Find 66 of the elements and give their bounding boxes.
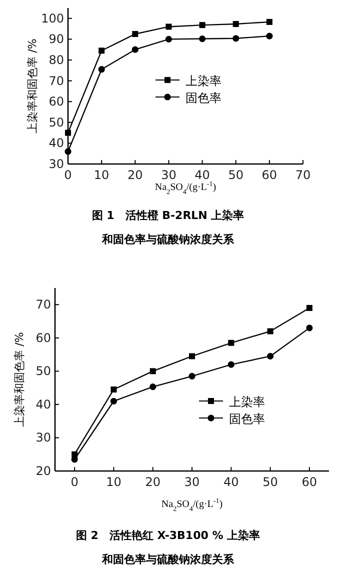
x-tick-label: 0 [70, 475, 78, 489]
text: 图 2 活性艳红 X-3B100 % 上染率和固色率与硫酸钠浓度关系 [76, 529, 260, 566]
point [266, 32, 273, 40]
legend-label: 上染率 [186, 74, 222, 88]
point [165, 36, 172, 42]
point [198, 35, 206, 42]
point [266, 18, 272, 25]
x-tick-label: 10 [94, 168, 110, 182]
point [232, 21, 239, 28]
point [306, 324, 313, 332]
y-tick-label: 30 [48, 157, 64, 171]
x-tick-label: 70 [295, 168, 311, 182]
y-tick-label: 40 [36, 397, 51, 412]
point [98, 48, 105, 54]
point [110, 398, 118, 404]
text: 图 1 活性橙 B-2RLN 上染率和固色率与硫酸钠浓度关系 [92, 209, 244, 246]
y-tick-label: 80 [48, 53, 64, 67]
point [110, 386, 117, 392]
point [267, 328, 274, 334]
y-tick-label: 70 [36, 298, 51, 312]
point [188, 372, 196, 380]
x-tick-label: 20 [145, 475, 160, 489]
point [98, 66, 105, 73]
y-tick-label: 100 [41, 11, 64, 26]
point [71, 456, 78, 463]
point [132, 31, 138, 37]
y-axis-title: 上染率和固色率 /% [13, 332, 26, 427]
point [189, 353, 195, 360]
x-tick-label: 50 [262, 475, 278, 489]
legend-label: 上染率 [229, 395, 265, 409]
legend-label: 固色率 [229, 412, 265, 426]
y-tick-label: 50 [48, 115, 64, 130]
y-tick-label: 50 [36, 364, 51, 378]
y-tick-label: 30 [36, 430, 51, 445]
x-tick-label: 40 [224, 475, 239, 489]
x-tick-label: 60 [302, 475, 318, 489]
x-tick-label: 50 [228, 168, 244, 182]
y-tick-label: 60 [36, 330, 51, 345]
x-tick-label: 30 [184, 475, 200, 489]
point [266, 352, 274, 360]
x-tick-label: 0 [64, 168, 72, 182]
x-tick-label: 20 [128, 168, 143, 182]
point [132, 46, 138, 53]
legend-label: 固色率 [186, 91, 222, 105]
point [228, 361, 234, 368]
y-tick-label: 60 [48, 94, 64, 109]
point [306, 304, 312, 311]
point [166, 24, 172, 30]
y-tick-label: 40 [48, 136, 64, 150]
x-axis-title: Na$_{2}$SO$_{4}$/(g·L$^{-1}$) [161, 497, 223, 513]
point [150, 368, 156, 374]
point [232, 35, 240, 42]
x-tick-label: 60 [262, 168, 278, 182]
y-tick-label: 90 [48, 32, 64, 46]
x-tick-label: 40 [194, 168, 210, 182]
point [228, 340, 234, 346]
point [64, 148, 72, 155]
x-tick-label: 30 [161, 168, 176, 182]
x-tick-label: 10 [106, 475, 122, 489]
x-axis-title: Na$_{2}$SO$_{4}$/(g·L$^{-1}$) [154, 180, 216, 196]
y-tick-label: 70 [48, 74, 64, 88]
y-axis-title: 上染率和固色率 /% [26, 38, 39, 134]
point [150, 384, 156, 390]
point [199, 22, 206, 28]
y-tick-label: 20 [36, 464, 51, 478]
point [65, 130, 71, 136]
